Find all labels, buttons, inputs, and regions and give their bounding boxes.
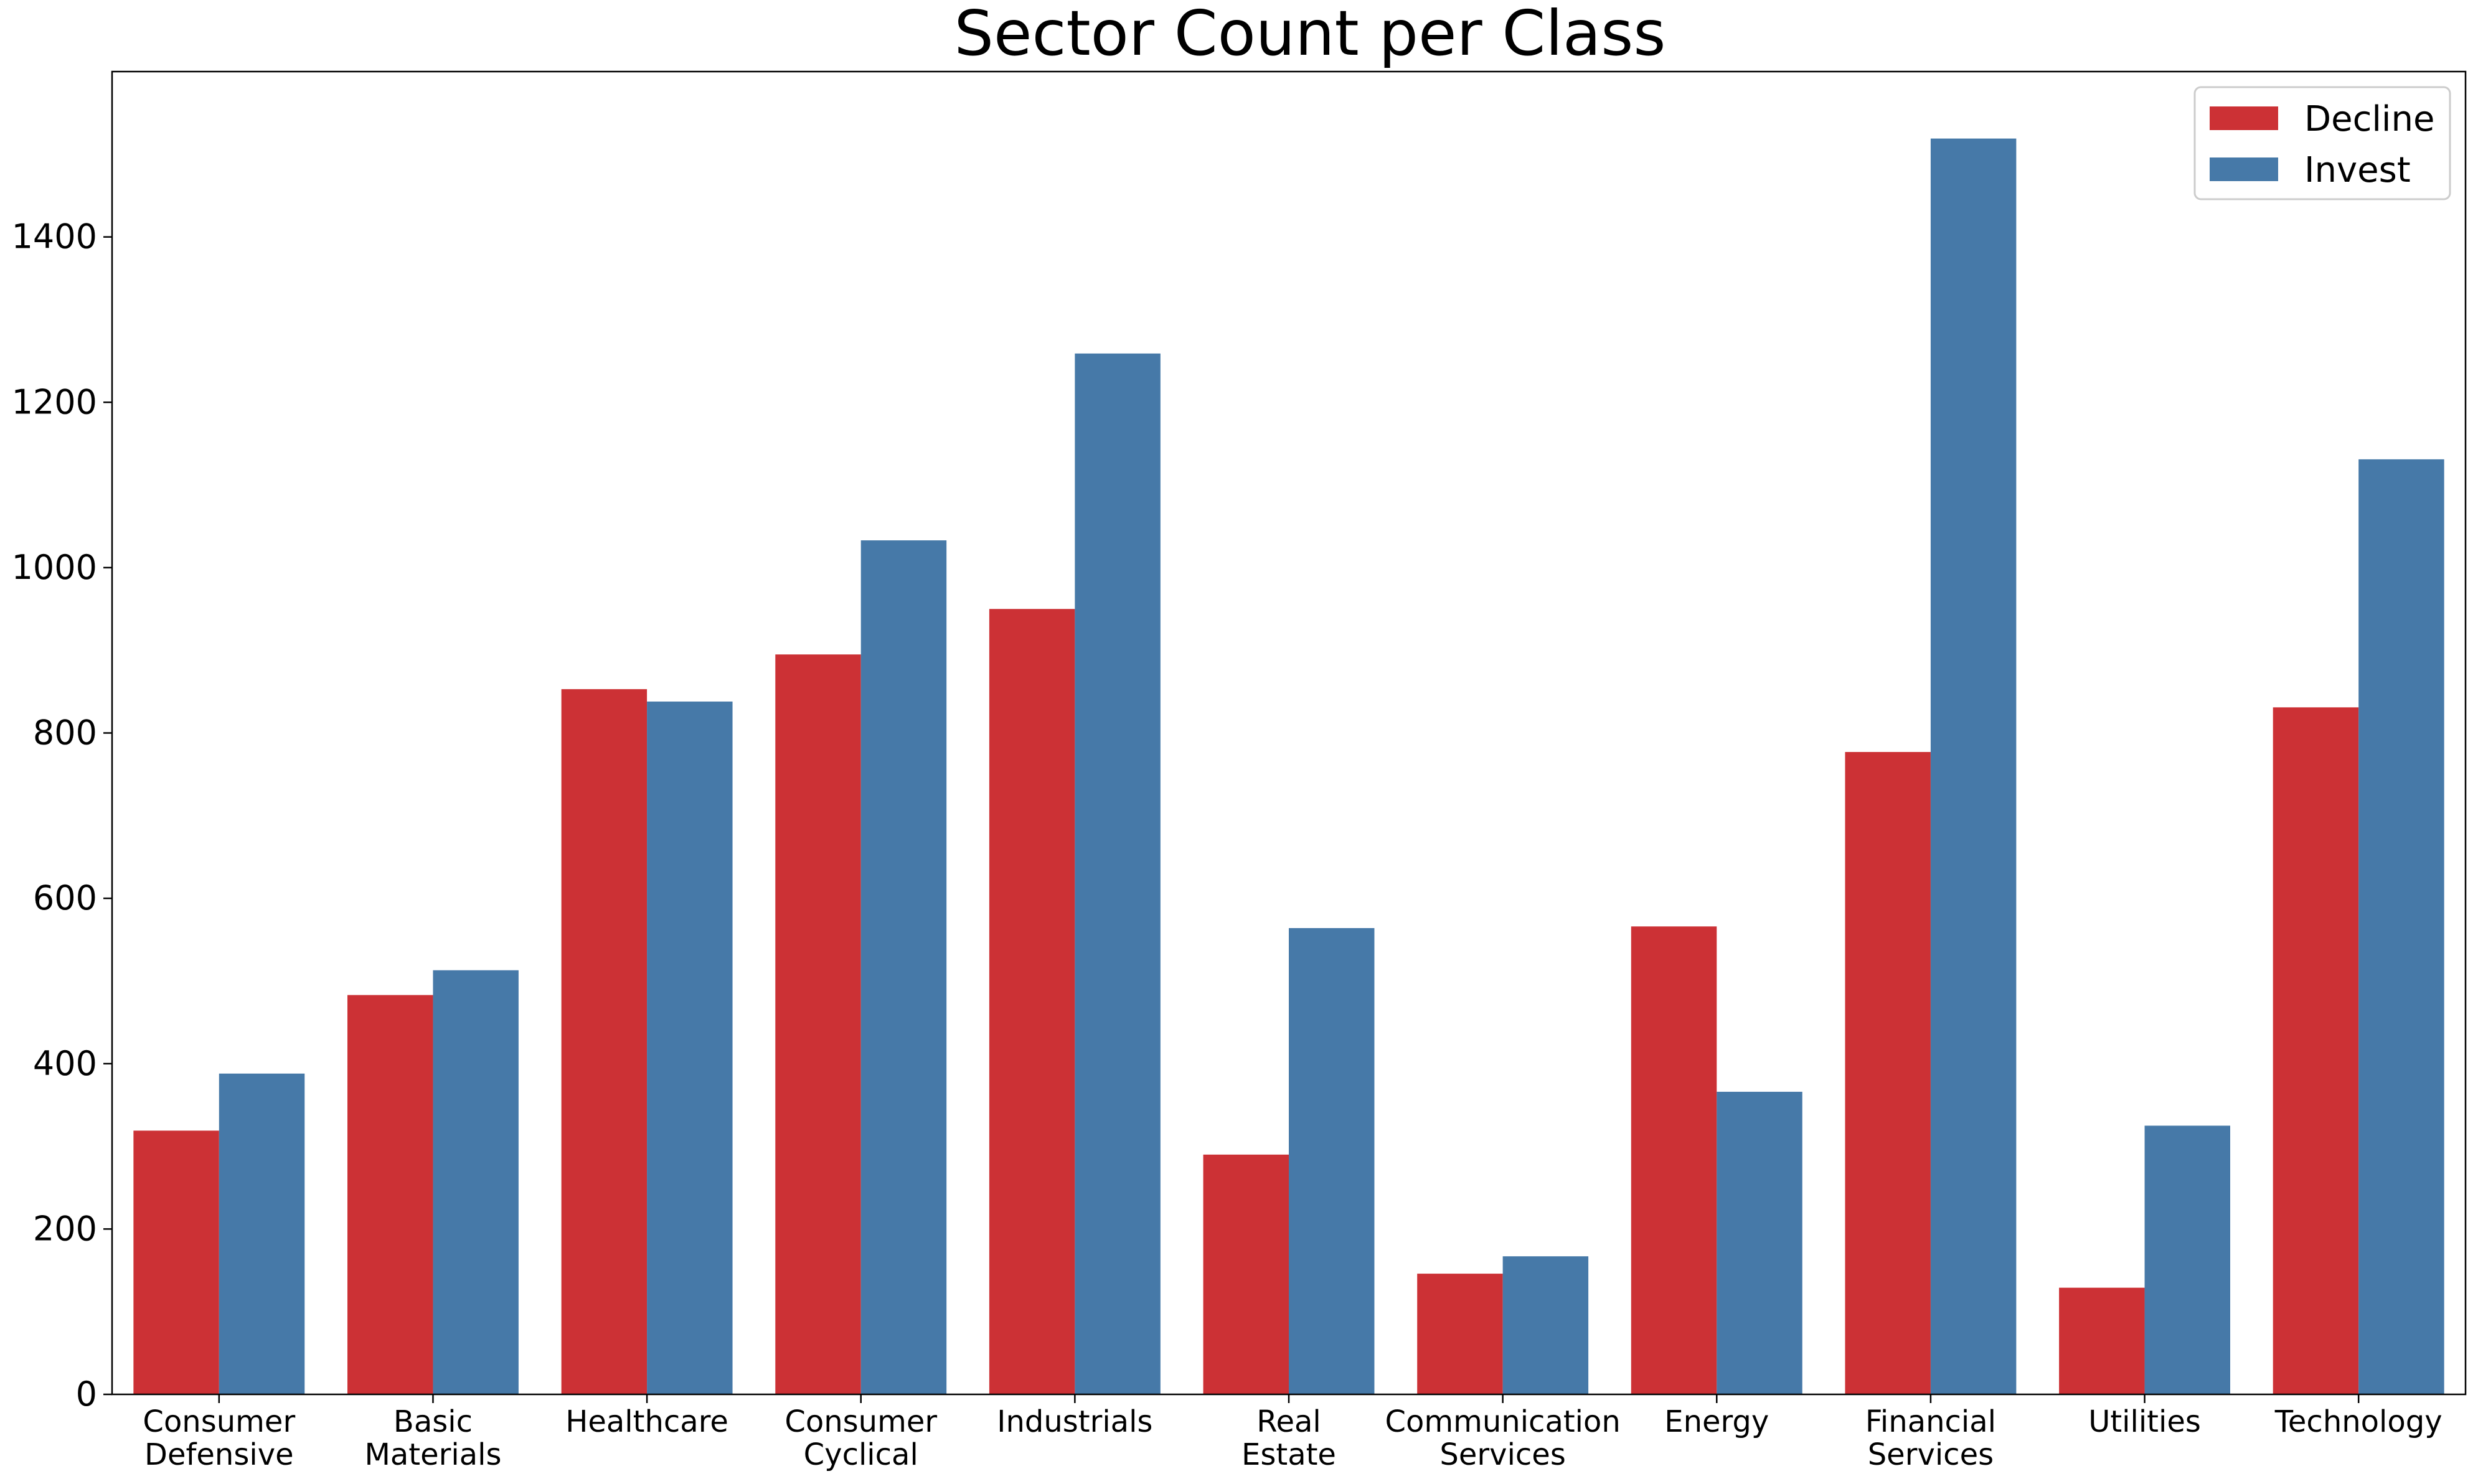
x-tick-label: Industrials [997,1404,1152,1439]
x-tick-label-line: Services [1868,1437,1994,1472]
y-tick-label: 600 [33,878,97,918]
bar-decline-financial-services [1845,752,1931,1394]
x-tick-label-line: Healthcare [565,1404,728,1439]
bar-decline-real-estate [1203,1154,1289,1394]
bar-decline-consumer-cyclical [775,654,861,1394]
x-tick-label-line: Real [1256,1404,1321,1439]
legend-swatch-decline [2210,106,2278,130]
x-tick-label: Basic Materials [364,1404,501,1472]
bar-decline-consumer-defensive [133,1130,219,1394]
x-tick-label: Utilities [2088,1404,2201,1439]
bar-decline-energy [1631,926,1717,1394]
x-tick-label-line: Financial [1865,1404,1996,1439]
x-tick-label-line: Industrials [997,1404,1152,1439]
bar-invest-financial-services [1930,138,2017,1394]
bar-invest-healthcare [647,702,733,1394]
y-tick-label: 1200 [12,382,97,421]
bar-invest-technology [2358,459,2444,1394]
bars-group [133,138,2444,1394]
x-tick-label-line: Energy [1664,1404,1769,1439]
bar-decline-technology [2273,707,2359,1394]
bar-decline-healthcare [561,689,648,1394]
legend-label-invest: Invest [2304,150,2411,190]
bar-invest-industrials [1075,353,1161,1394]
x-tick-label-line: Consumer [143,1404,295,1439]
plot-frame [111,70,2467,1396]
bar-decline-utilities [2059,1287,2145,1394]
x-tick-label: Energy [1664,1404,1769,1439]
y-axis: 0 200 400 600 800 1000 1200 1400 [12,217,112,1414]
y-tick-label: 1400 [12,217,97,256]
bar-invest-consumer-defensive [219,1073,305,1394]
x-tick-label: Financial Services [1865,1404,1996,1472]
bar-decline-communication-services [1417,1274,1503,1394]
x-tick-label-line: Consumer [784,1404,937,1439]
x-tick-label-line: Basic [393,1404,473,1439]
x-tick-label: Real Estate [1241,1404,1336,1472]
x-tick-label-line: Technology [2274,1404,2443,1439]
legend-swatch-invest [2210,157,2278,181]
bar-invest-consumer-cyclical [860,540,947,1394]
bar-invest-energy [1717,1091,1802,1394]
x-tick-label: Consumer Cyclical [784,1404,937,1472]
x-tick-label-line: Estate [1241,1437,1336,1472]
chart-title: Sector Count per Class [954,0,1665,70]
x-tick-label: Healthcare [565,1404,728,1439]
x-tick-label: Consumer Defensive [143,1404,295,1472]
x-tick-label-line: Utilities [2088,1404,2201,1439]
bar-invest-utilities [2144,1125,2230,1394]
legend-label-decline: Decline [2304,99,2434,139]
y-tick-label: 400 [33,1044,97,1083]
x-tick-label: Communication Services [1385,1404,1620,1472]
x-tick-label-line: Materials [364,1437,501,1472]
bar-decline-industrials [989,609,1075,1394]
bar-invest-real-estate [1289,928,1375,1394]
x-tick-label-line: Services [1439,1437,1565,1472]
bar-decline-basic-materials [347,995,433,1394]
bar-invest-communication-services [1502,1256,1589,1394]
y-tick-label: 200 [33,1209,97,1248]
x-tick-label-line: Communication [1385,1404,1620,1439]
y-tick-label: 800 [33,713,97,753]
bar-invest-basic-materials [433,970,519,1394]
x-tick-label-line: Defensive [144,1437,294,1472]
x-tick-label-line: Cyclical [804,1437,918,1472]
y-tick-label: 1000 [12,548,97,587]
legend: Decline Invest [2193,86,2451,200]
y-tick-label: 0 [76,1374,97,1414]
x-tick-label: Technology [2274,1404,2443,1439]
